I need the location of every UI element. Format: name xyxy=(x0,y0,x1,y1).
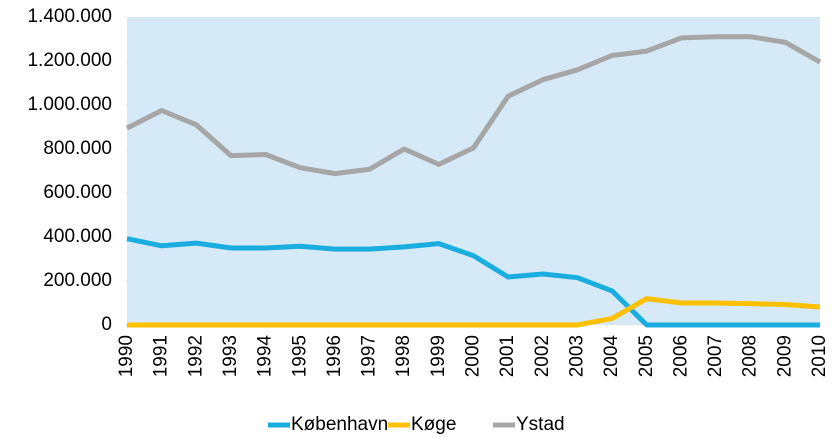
x-tick-label: 1998 xyxy=(393,335,414,377)
x-tick-label: 1995 xyxy=(289,335,310,377)
y-tick-label: 200.000 xyxy=(43,270,112,291)
series-line xyxy=(125,34,822,177)
y-tick-label: 800.000 xyxy=(43,138,112,159)
legend-label: Ystad xyxy=(516,414,565,435)
x-tick-label: 2001 xyxy=(497,335,518,377)
x-tick-label: 1996 xyxy=(324,335,345,377)
plot-area xyxy=(127,17,820,325)
x-tick-label: 2009 xyxy=(774,335,795,377)
y-tick-label: 0 xyxy=(101,314,112,335)
x-tick-label: 1991 xyxy=(151,335,172,377)
y-tick-label: 1.200.000 xyxy=(27,50,112,71)
x-tick-label: 2007 xyxy=(705,335,726,377)
x-tick-label: 1990 xyxy=(116,335,137,377)
x-tick-label: 1997 xyxy=(359,335,380,377)
x-tick-label: 1999 xyxy=(428,335,449,377)
y-tick-label: 400.000 xyxy=(43,226,112,247)
legend-label: Køge xyxy=(411,414,456,435)
series-line xyxy=(127,296,821,328)
y-tick-label: 600.000 xyxy=(43,182,112,203)
x-tick-label: 2004 xyxy=(601,335,622,378)
series-line xyxy=(126,236,820,328)
x-tick-label: 1994 xyxy=(255,335,276,378)
x-tick-label: 2000 xyxy=(463,335,484,377)
x-tick-label: 1992 xyxy=(185,335,206,377)
x-tick-label: 2006 xyxy=(670,335,691,377)
y-tick-label: 1.400.000 xyxy=(27,6,112,27)
x-tick-label: 2008 xyxy=(740,335,761,377)
legend-label: København xyxy=(291,414,388,435)
x-tick-label: 2002 xyxy=(532,335,553,377)
x-tick-label: 2005 xyxy=(636,335,657,377)
y-tick-label: 1.000.000 xyxy=(27,94,112,115)
x-tick-label: 2010 xyxy=(809,335,830,377)
x-tick-label: 2003 xyxy=(566,335,587,377)
x-tick-label: 1993 xyxy=(220,335,241,377)
